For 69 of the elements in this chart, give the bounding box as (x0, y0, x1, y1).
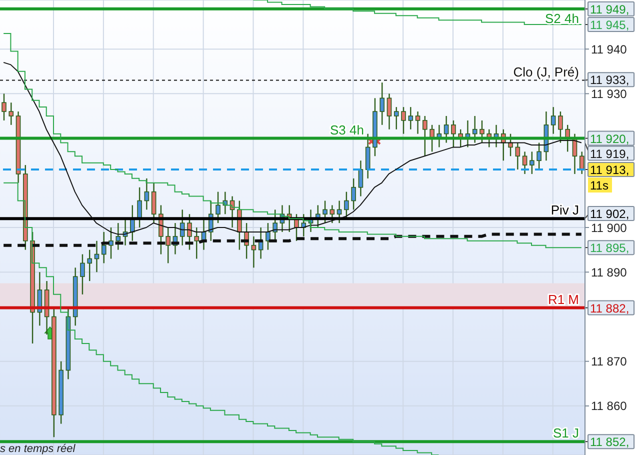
candlestick (180, 209, 185, 246)
y-tick-label: 11 930 (591, 86, 628, 101)
candlestick (216, 191, 220, 224)
text: 11 882, (590, 301, 630, 316)
candlestick (301, 214, 306, 238)
candlestick (187, 214, 192, 250)
candlestick (522, 151, 528, 175)
candlestick (194, 226, 200, 260)
candlestick (272, 209, 278, 242)
candlestick (422, 115, 428, 157)
candlestick (415, 110, 420, 134)
ref-line-label: S1 J (552, 426, 579, 441)
candlestick (394, 106, 399, 130)
candlestick (558, 110, 563, 144)
candlestick (330, 204, 335, 224)
y-tick-label: 11 940 (591, 42, 628, 56)
candlestick (322, 200, 328, 224)
text: 11 913, (590, 163, 630, 178)
candlestick (344, 191, 349, 220)
candlestick (550, 106, 556, 134)
text: 11 920, (590, 132, 630, 146)
candlestick (116, 222, 121, 250)
candlestick (536, 142, 542, 170)
ref-line-label: R1 M (548, 292, 579, 307)
candlestick (2, 93, 6, 122)
candlestick (451, 120, 456, 148)
annotation: s en temps réel (0, 443, 76, 455)
text: 11s (590, 178, 608, 193)
candlestick (80, 254, 85, 296)
candlestick (530, 151, 534, 175)
y-tick-label: 11 860 (591, 399, 628, 414)
candlestick (251, 236, 256, 268)
text: 11 895, (590, 241, 630, 256)
candlestick (101, 231, 106, 264)
ref-line-label: S3 4h (330, 122, 364, 138)
candlestick (266, 222, 270, 250)
candlestick (151, 182, 156, 224)
candlestick (336, 200, 342, 224)
text: 11 949, (590, 2, 630, 16)
y-tick-label: 11 890 (591, 265, 628, 280)
ref-line-label: Clo (J, Pré) (513, 64, 579, 80)
candlestick (94, 240, 100, 273)
candlestick (508, 133, 513, 157)
candlestick (8, 102, 14, 126)
candlestick (444, 115, 449, 144)
y-tick-label: 11 870 (591, 354, 628, 369)
candlestick (351, 178, 356, 210)
candlestick (87, 249, 92, 282)
y-tick-label: 11 900 (591, 220, 628, 235)
ref-line-label: S2 4h (545, 10, 579, 26)
candlestick (144, 178, 150, 210)
text: 11 933, (590, 73, 630, 88)
text: 11 852, (590, 435, 630, 450)
candlestick (108, 226, 114, 260)
candlestick (380, 82, 385, 126)
text: 11 945, (590, 18, 630, 32)
candlestick (480, 120, 484, 144)
candlestick (365, 133, 370, 180)
text: 11 919, (590, 146, 630, 161)
candlestick (137, 186, 142, 228)
candlestick (472, 115, 478, 144)
candlestick (401, 106, 406, 134)
candlestick (386, 93, 392, 130)
text: 11 902, (590, 207, 630, 221)
candlestick (515, 142, 520, 170)
candlestick (166, 226, 170, 264)
candlestick (408, 106, 414, 130)
candlestick (358, 160, 364, 197)
ref-line-label: Piv J (550, 202, 579, 218)
